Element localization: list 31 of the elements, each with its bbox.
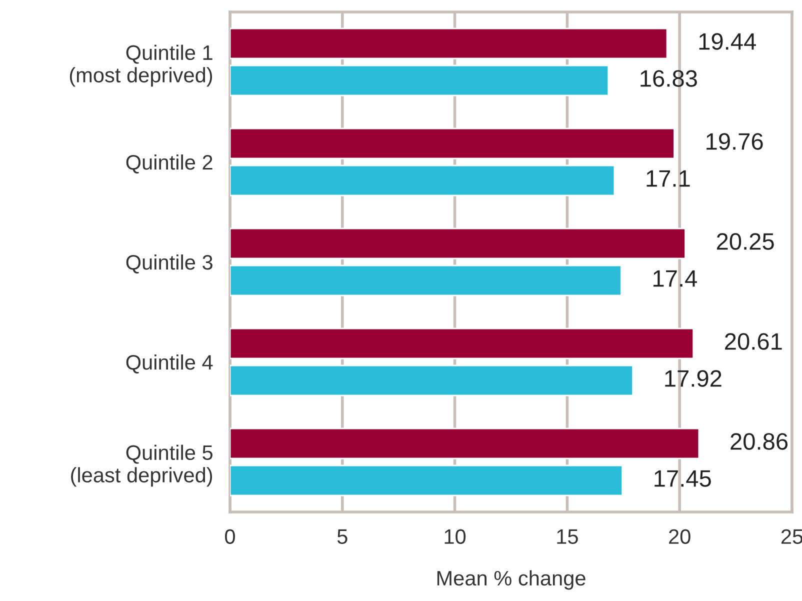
x-tick-label: 10 [444,529,466,544]
x-tick-label: 0 [225,529,235,544]
y-tick-label: Quintile 3 [126,254,212,274]
data-label: 19.76 [706,133,763,150]
y-tick-label: Quintile 1 (most deprived) [70,44,212,87]
data-label: 17.45 [654,470,711,487]
x-tick-label: 15 [557,529,578,544]
bar [230,128,675,160]
bar [230,228,686,260]
bar [230,264,622,296]
data-label: 17.4 [654,270,697,287]
x-axis-title: Mean % change [437,570,586,590]
data-label: 16.83 [640,70,697,87]
data-label: 20.25 [716,233,774,250]
data-label: 20.61 [725,333,782,350]
bar [230,464,623,496]
bar [230,28,668,60]
y-tick-label: Quintile 2 [126,154,212,174]
x-tick-label: 5 [337,529,348,544]
bar [230,364,634,396]
y-tick-label: Quintile 4 [126,354,213,374]
data-label: 20.86 [730,433,788,450]
data-label: 17.1 [646,170,690,187]
bar [230,328,694,360]
y-tick-label: Quintile 5 (least deprived) [71,444,212,487]
x-tick-label: 20 [669,529,690,544]
bar [230,64,610,96]
bar [230,428,700,460]
bar [230,164,616,196]
data-label: 17.92 [665,370,722,387]
data-label: 19.44 [699,33,756,50]
